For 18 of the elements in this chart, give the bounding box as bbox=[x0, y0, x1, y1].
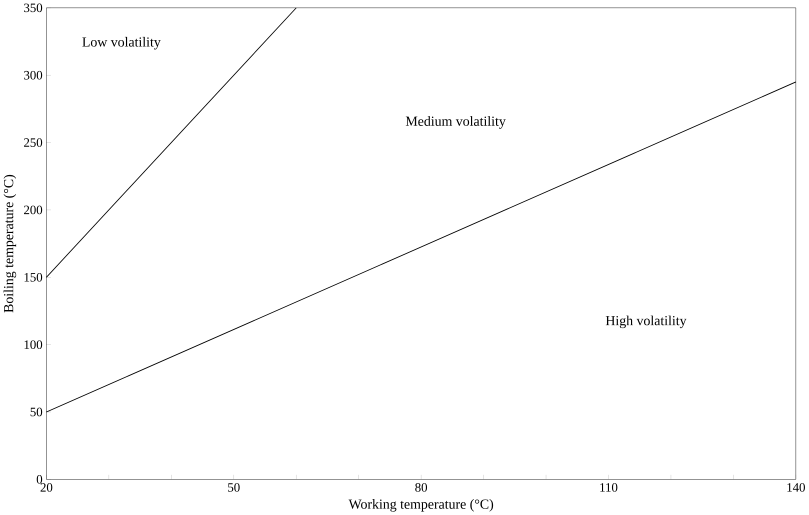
x-tick-label: 110 bbox=[600, 483, 618, 492]
annotation: High volatility bbox=[606, 315, 686, 328]
annotation: Low volatility bbox=[82, 36, 161, 50]
x-tick-label: 80 bbox=[415, 483, 428, 492]
y-axis-title: Boiling temperature (°C) bbox=[4, 174, 16, 312]
y-tick-label: 50 bbox=[30, 408, 42, 416]
y-tick-label: 150 bbox=[24, 272, 42, 282]
x-axis-title: Working temperature (°C) bbox=[348, 498, 494, 512]
y-tick-label: 300 bbox=[24, 70, 42, 80]
y-tick-label: 200 bbox=[24, 206, 42, 214]
y-tick-label: 0 bbox=[36, 474, 42, 484]
x-tick-label: 20 bbox=[40, 483, 52, 492]
x-tick-label: 50 bbox=[228, 483, 240, 492]
y-tick-label: 350 bbox=[24, 3, 42, 12]
y-tick-label: 100 bbox=[24, 340, 42, 349]
x-tick-label: 140 bbox=[787, 483, 805, 492]
y-tick-label: 250 bbox=[24, 138, 42, 147]
annotation: Medium volatility bbox=[406, 116, 506, 129]
